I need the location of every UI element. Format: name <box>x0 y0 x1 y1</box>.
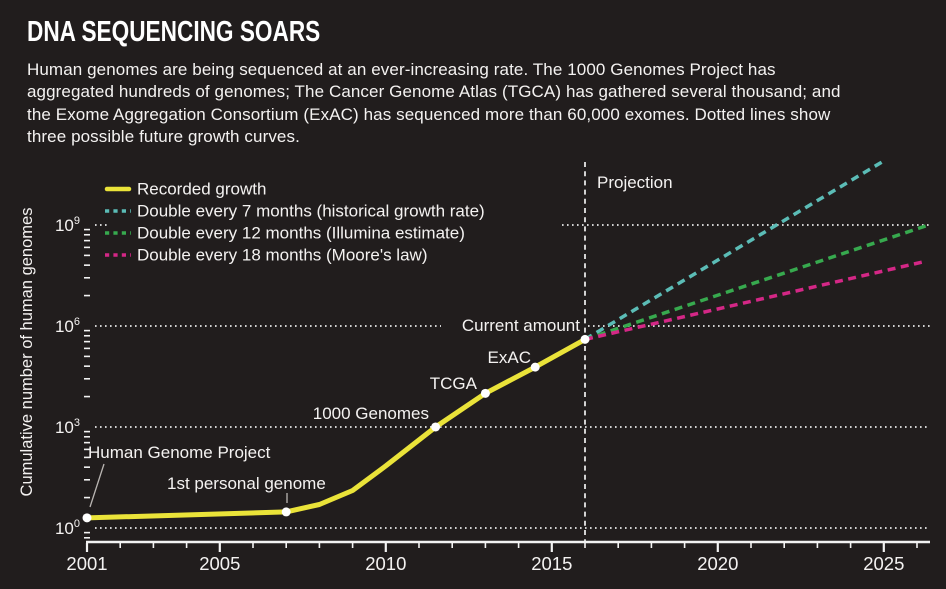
gridlines <box>95 224 930 529</box>
legend-label: Double every 18 months (Moore's law) <box>137 246 427 265</box>
y-tick-label: 109 <box>55 215 80 235</box>
page-title: DNA SEQUENCING SOARS <box>27 16 321 48</box>
x-tick-label: 2015 <box>531 553 572 574</box>
data-series <box>84 159 930 521</box>
projection-line <box>584 223 930 342</box>
description-line: Human genomes are being sequenced at an … <box>27 60 776 79</box>
chart-description: Human genomes are being sequenced at an … <box>27 59 932 149</box>
y-axis-ticks: 109 106 103 100 <box>55 215 90 539</box>
y-tick-label: 106 <box>55 316 80 336</box>
annotation-label: TCGA <box>430 374 478 393</box>
recorded-growth-line <box>84 336 588 521</box>
x-tick-label: 2001 <box>66 553 107 574</box>
annotation-leader-line <box>89 463 105 508</box>
data-point-markers <box>82 334 590 523</box>
description-line: aggregated hundreds of genomes; The Canc… <box>27 82 841 102</box>
y-tick-label: 103 <box>55 417 80 437</box>
x-axis: 2001 2005 2010 2015 2020 2025 <box>66 540 930 574</box>
annotation-label: 1st personal genome <box>167 474 326 493</box>
description-line: the Exome Aggregation Consortium (ExAC) … <box>27 104 831 124</box>
data-point-dot <box>530 362 540 372</box>
data-point-dot <box>82 513 92 523</box>
legend: Recorded growth Double every 7 months (hi… <box>104 180 485 265</box>
description-line: three possible future growth curves. <box>27 127 300 147</box>
data-point-dot <box>281 507 291 517</box>
annotation-label: Current amount <box>462 316 580 335</box>
x-tick-label: 2005 <box>199 553 240 574</box>
data-point-dot <box>480 388 490 398</box>
legend-label: Double every 12 months (Illumina estimat… <box>137 224 465 243</box>
x-tick-label: 2025 <box>863 553 904 574</box>
annotation-label: Human Genome Project <box>88 443 271 462</box>
x-tick-label: 2010 <box>365 553 406 574</box>
annotation-label: ExAC <box>488 348 531 367</box>
y-axis-title: Cumulative number of human genomes <box>18 208 36 497</box>
legend-label: Recorded growth <box>137 180 266 199</box>
x-tick-label: 2020 <box>697 553 738 574</box>
projection-line <box>584 159 885 341</box>
y-tick-label: 100 <box>55 518 80 538</box>
data-point-dot <box>431 422 441 432</box>
annotations: Human Genome Project 1st personal genome 1… <box>88 316 580 508</box>
data-point-dot <box>580 334 590 344</box>
projection-label: Projection <box>597 173 673 192</box>
annotation-label: 1000 Genomes <box>313 404 429 423</box>
legend-label: Double every 7 months (historical growth… <box>137 202 485 221</box>
projection-line <box>584 259 928 342</box>
chart-header: DNA SEQUENCING SOARS Human genomes are b… <box>27 16 932 149</box>
